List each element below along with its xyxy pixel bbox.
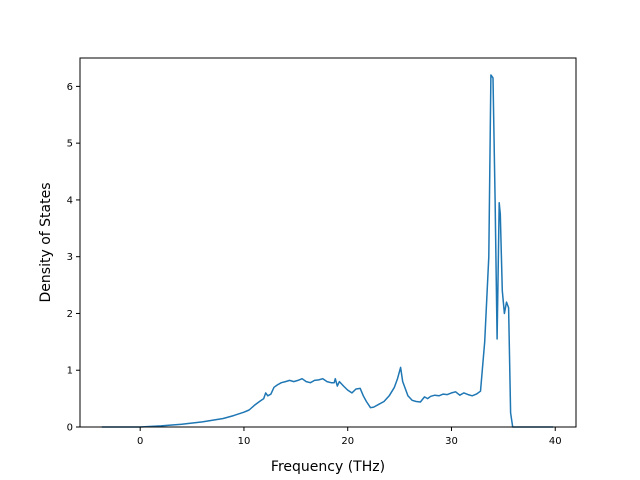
x-tick-label: 30 [445,436,458,447]
y-tick-label: 2 [67,309,73,320]
x-axis-ticks: 0 10 20 30 40 [137,427,562,447]
y-axis-label: Density of States [38,183,54,303]
x-tick-label: 40 [549,436,562,447]
y-axis-ticks: 0 1 2 3 4 5 6 [67,82,80,434]
x-axis-label: Frequency (THz) [271,459,385,475]
x-tick-label: 20 [341,436,354,447]
y-tick-label: 4 [67,195,73,206]
y-tick-label: 1 [67,366,73,377]
x-tick-label: 0 [137,436,143,447]
plot-area [101,74,554,428]
y-tick-label: 6 [67,82,73,93]
dos-series-line [101,74,554,428]
y-tick-label: 5 [67,139,73,150]
axes-frame [79,57,577,428]
y-tick-label: 0 [67,423,73,434]
y-tick-label: 3 [67,252,73,263]
x-tick-label: 10 [238,436,251,447]
